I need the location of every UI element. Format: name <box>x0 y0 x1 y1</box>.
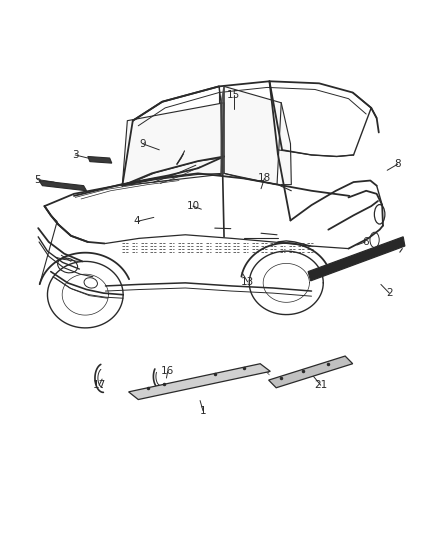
Polygon shape <box>224 86 281 184</box>
Polygon shape <box>281 103 291 184</box>
Text: 9: 9 <box>139 139 146 149</box>
Polygon shape <box>308 237 405 281</box>
Text: 13: 13 <box>241 277 254 287</box>
Text: 10: 10 <box>186 201 199 211</box>
Polygon shape <box>129 364 270 400</box>
Polygon shape <box>221 86 224 174</box>
Text: 15: 15 <box>227 90 240 100</box>
Text: 6: 6 <box>362 237 369 247</box>
Text: 17: 17 <box>92 380 106 390</box>
Polygon shape <box>122 103 224 185</box>
Polygon shape <box>39 181 87 191</box>
Text: 18: 18 <box>258 173 271 183</box>
Text: 21: 21 <box>314 380 327 390</box>
Text: 5: 5 <box>34 174 41 184</box>
Polygon shape <box>88 157 112 163</box>
Text: 1: 1 <box>200 406 206 416</box>
Text: 4: 4 <box>134 216 140 227</box>
Text: 2: 2 <box>386 288 392 298</box>
Text: 8: 8 <box>394 159 401 169</box>
Polygon shape <box>268 356 353 388</box>
Text: 16: 16 <box>161 366 174 376</box>
Text: 3: 3 <box>72 150 78 160</box>
